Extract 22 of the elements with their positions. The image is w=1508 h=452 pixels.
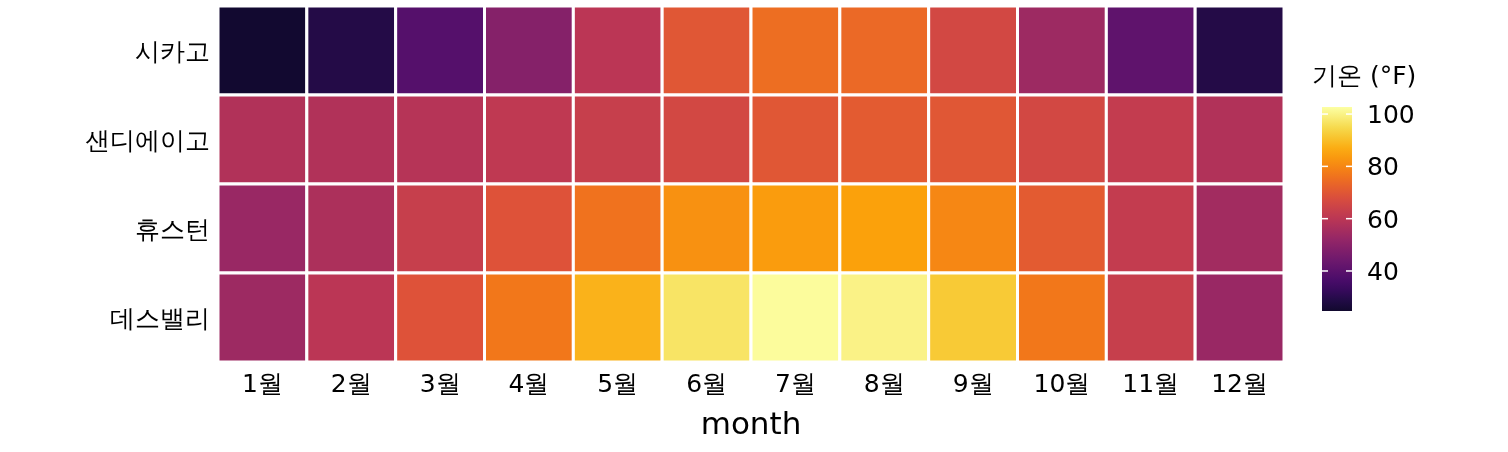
x-tick-label: 1월 (241, 369, 283, 398)
y-tick-label: 시카고 (135, 36, 210, 66)
x-tick-label: 12월 (1211, 369, 1268, 398)
color-bar-label: 60 (1367, 204, 1399, 234)
y-tick-label: 샌디에이고 (85, 125, 210, 155)
x-tick-label: 3월 (419, 369, 461, 398)
x-tick-label: 8월 (863, 369, 905, 398)
color-bar-label: 100 (1367, 100, 1415, 130)
y-tick-label: 데스밸리 (110, 303, 210, 333)
x-tick-label: 4월 (508, 369, 550, 398)
x-tick-label: 10월 (1033, 369, 1091, 398)
x-tick-label: 2월 (330, 369, 372, 398)
y-tick-label: 휴스턴 (135, 214, 210, 244)
x-axis-title: month (700, 405, 802, 441)
x-tick-label: 5월 (597, 369, 639, 398)
color-bar-label: 40 (1367, 256, 1399, 286)
x-tick-label: 6월 (686, 369, 728, 398)
color-bar-label: 80 (1367, 152, 1399, 182)
x-tick-label: 11월 (1122, 369, 1180, 398)
x-tick-label: 7월 (774, 369, 816, 398)
x-tick-label: 9월 (952, 369, 994, 398)
color-bar-title: 기온 (°F) (1312, 61, 1417, 90)
